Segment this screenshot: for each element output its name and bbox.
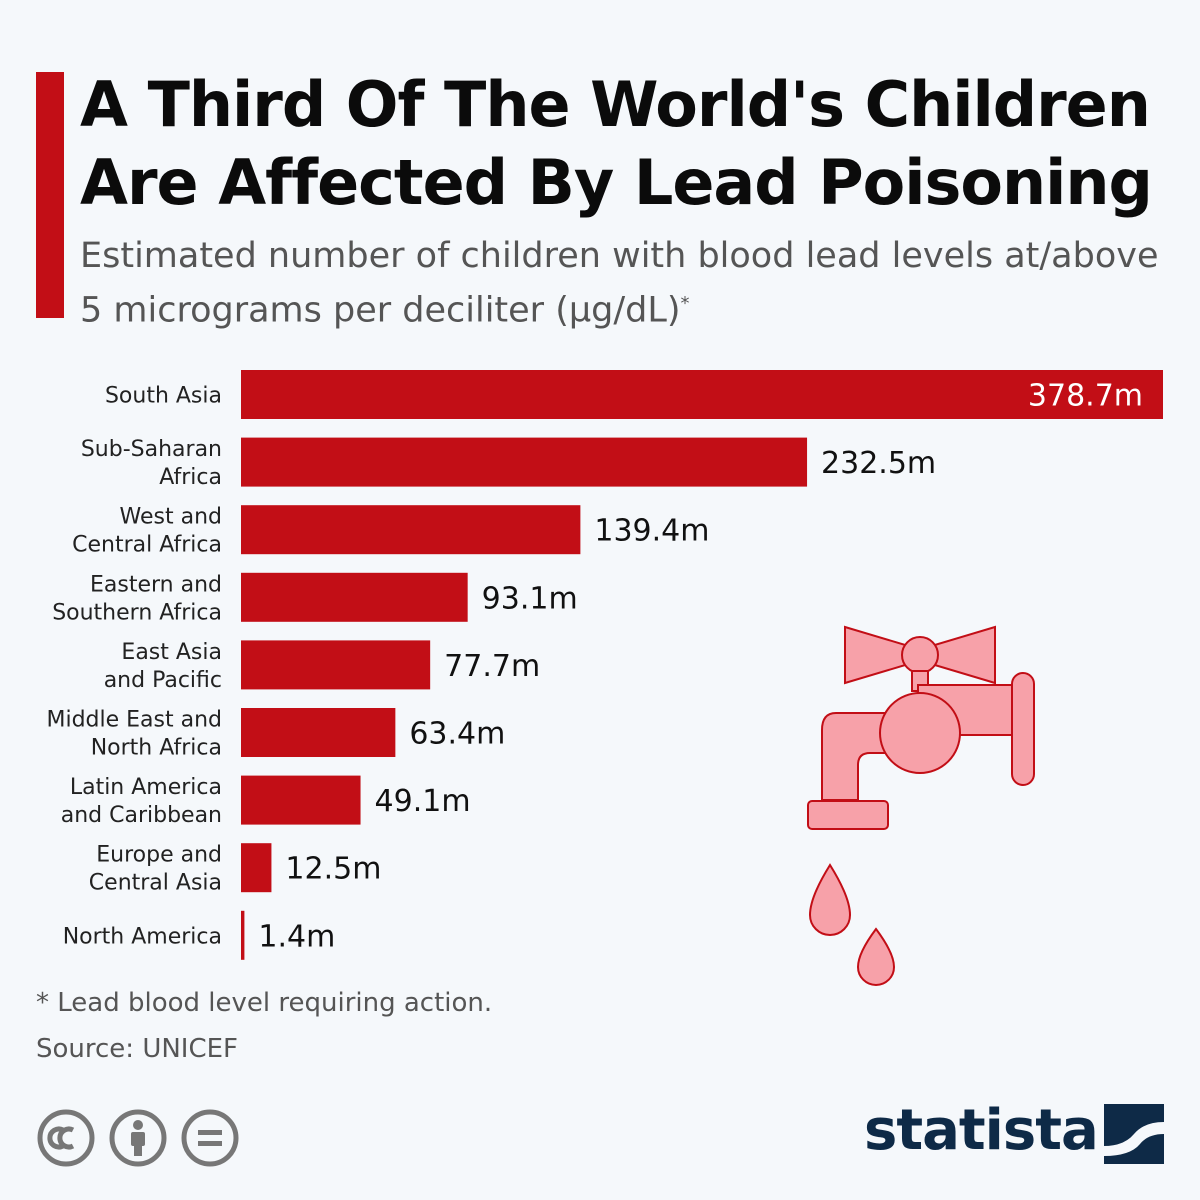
value-label-2: 139.4m (594, 514, 709, 549)
bar-4 (241, 640, 431, 690)
chart-subtitle: Estimated number of children with blood … (80, 232, 1180, 335)
category-label-0: South Asia (105, 384, 222, 409)
category-label-2-line-0: West and (120, 505, 222, 530)
category-label-7-line-1: Central Asia (89, 871, 222, 896)
bar-0 (241, 370, 1163, 419)
category-label-4-line-1: and Pacific (104, 668, 222, 693)
category-label-6-line-0: Latin America (70, 775, 222, 800)
category-label-6-line-1: and Caribbean (61, 803, 222, 828)
subtitle-text: Estimated number of children with blood … (80, 236, 1159, 331)
value-label-8: 1.4m (258, 919, 335, 954)
statista-logo-icon (1104, 1104, 1164, 1164)
value-label-0: 378.7m (1028, 379, 1143, 414)
category-label-5-line-1: North Africa (91, 736, 222, 761)
bar-5 (241, 708, 396, 757)
attribution-icon[interactable] (108, 1108, 168, 1168)
category-label-5-line-0: Middle East and (46, 708, 222, 733)
water-drops (808, 863, 896, 986)
bar-chart: South Asia 378.7m Sub-Saharan Africa 232.5m W… (46, 370, 1163, 960)
value-label-4: 77.7m (444, 649, 540, 684)
category-label-1-line-0: Sub-Saharan (81, 437, 222, 462)
faucet-handle (844, 625, 996, 692)
bar-2 (241, 505, 581, 555)
faucet-body (807, 672, 1035, 830)
value-label-3: 93.1m (482, 581, 578, 616)
cc-icon[interactable] (36, 1108, 96, 1168)
category-label-3-line-1: Southern Africa (52, 600, 222, 625)
subtitle-footnote-mark: * (680, 293, 690, 314)
bar-6 (241, 775, 361, 825)
bar-8 (241, 910, 245, 960)
bar-3 (241, 572, 468, 622)
category-label-7-line-0: Europe and (96, 843, 222, 868)
category-label-3-line-0: Eastern and (90, 572, 222, 597)
faucet-icon (807, 625, 1035, 986)
source-credit: Source: UNICEF (36, 1034, 239, 1064)
bar-7 (241, 843, 272, 893)
value-label-5: 63.4m (409, 717, 505, 752)
value-label-6: 49.1m (375, 784, 471, 819)
category-label-2-line-1: Central Africa (72, 533, 222, 558)
statista-brand: statista (864, 1098, 1099, 1163)
footnote: * Lead blood level requiring action. (36, 988, 493, 1018)
chart-title: A Third Of The World's Children Are Affe… (80, 68, 1153, 219)
value-label-7: 12.5m (285, 852, 381, 887)
category-label-1-line-1: Africa (159, 465, 222, 490)
title-accent-bar (36, 72, 64, 318)
no-derivatives-icon[interactable] (180, 1108, 240, 1168)
value-label-1: 232.5m (821, 446, 936, 481)
category-label-8: North America (63, 924, 222, 949)
category-label-4-line-0: East Asia (121, 640, 222, 665)
bar-1 (241, 437, 808, 487)
